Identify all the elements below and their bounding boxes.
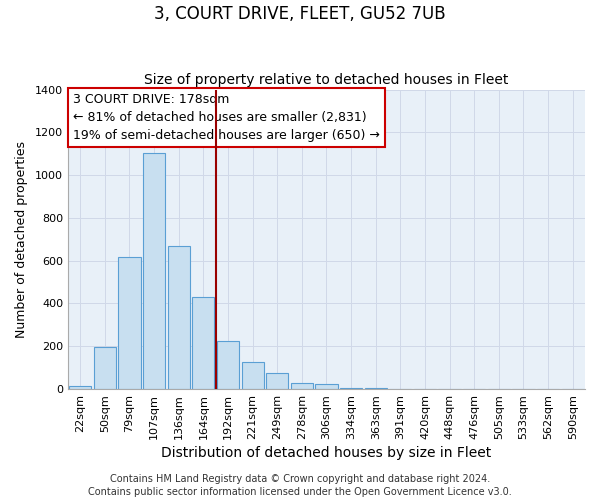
Bar [242,362,263,389]
Bar [266,373,289,389]
Bar [143,152,165,389]
Text: Contains HM Land Registry data © Crown copyright and database right 2024.
Contai: Contains HM Land Registry data © Crown c… [88,474,512,497]
Bar [69,386,91,389]
Text: 3 COURT DRIVE: 178sqm
← 81% of detached houses are smaller (2,831)
19% of semi-d: 3 COURT DRIVE: 178sqm ← 81% of detached … [73,92,380,142]
Bar [118,258,140,389]
Bar [217,341,239,389]
Bar [167,246,190,389]
Bar [340,388,362,389]
Bar [291,382,313,389]
Bar [316,384,338,389]
Text: 3, COURT DRIVE, FLEET, GU52 7UB: 3, COURT DRIVE, FLEET, GU52 7UB [154,5,446,23]
Bar [94,348,116,389]
Title: Size of property relative to detached houses in Fleet: Size of property relative to detached ho… [144,73,509,87]
Y-axis label: Number of detached properties: Number of detached properties [15,141,28,338]
Bar [365,388,387,389]
Bar [192,297,214,389]
X-axis label: Distribution of detached houses by size in Fleet: Distribution of detached houses by size … [161,446,491,460]
